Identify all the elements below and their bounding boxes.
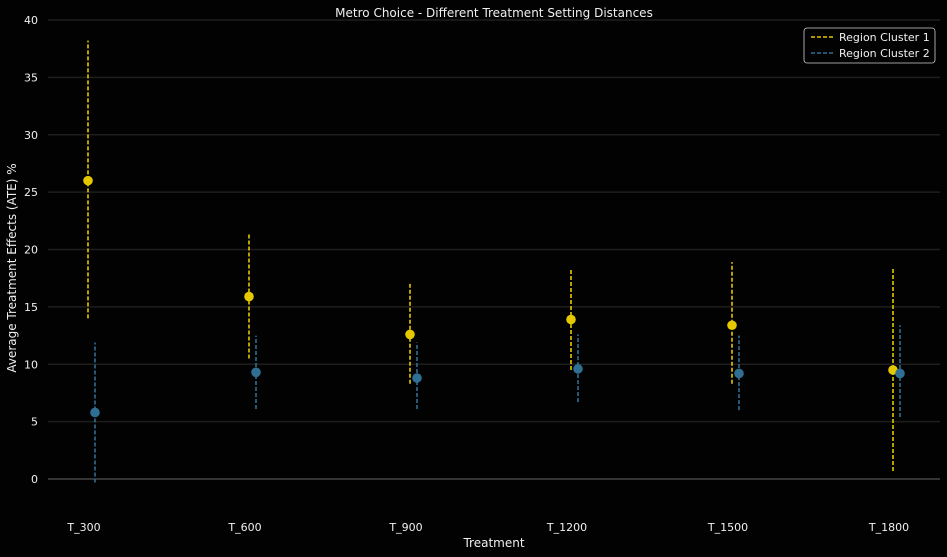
data-point — [734, 368, 744, 379]
legend-label-cluster-1: Region Cluster 1 — [839, 31, 930, 44]
data-point — [412, 373, 422, 383]
data-point — [83, 175, 93, 186]
y-tick-label: 40 — [24, 14, 38, 27]
series-marks — [83, 40, 905, 483]
gridlines — [48, 19, 940, 423]
data-point — [727, 320, 737, 331]
y-tick-labels: 0 5 10 15 20 25 30 35 40 — [24, 14, 38, 486]
legend-box — [803, 27, 936, 64]
chart-title: Metro Choice - Different Treatment Setti… — [335, 6, 653, 20]
y-tick-label: 30 — [24, 129, 38, 142]
data-point — [566, 314, 576, 325]
y-tick-label: 20 — [24, 244, 38, 257]
x-tick-label: T_1200 — [546, 521, 587, 534]
y-tick-label: 25 — [24, 186, 38, 199]
data-point — [90, 407, 100, 418]
x-axis-label: Treatment — [462, 536, 524, 550]
x-tick-label: T_900 — [388, 521, 422, 534]
data-point — [405, 329, 415, 340]
legend-label-cluster-2: Region Cluster 2 — [839, 47, 930, 60]
x-tick-label: T_600 — [227, 521, 261, 534]
y-tick-label: 15 — [24, 301, 38, 314]
data-point — [251, 367, 261, 378]
data-point — [244, 291, 254, 302]
legend: Region Cluster 1 Region Cluster 2 — [803, 27, 936, 64]
x-tick-label: T_1800 — [868, 521, 909, 534]
data-point — [895, 368, 905, 379]
y-axis-label: Average Treatment Effects (ATE) % — [5, 163, 19, 372]
y-tick-label: 0 — [31, 473, 38, 486]
y-tick-label: 35 — [24, 71, 38, 84]
x-tick-label: T_300 — [66, 521, 100, 534]
y-tick-label: 10 — [24, 358, 38, 371]
x-tick-label: T_1500 — [707, 521, 748, 534]
y-tick-label: 5 — [31, 416, 38, 429]
data-point — [573, 364, 583, 374]
x-tick-labels: T_300 T_600 T_900 T_1200 T_1500 T_1800 — [66, 521, 909, 534]
